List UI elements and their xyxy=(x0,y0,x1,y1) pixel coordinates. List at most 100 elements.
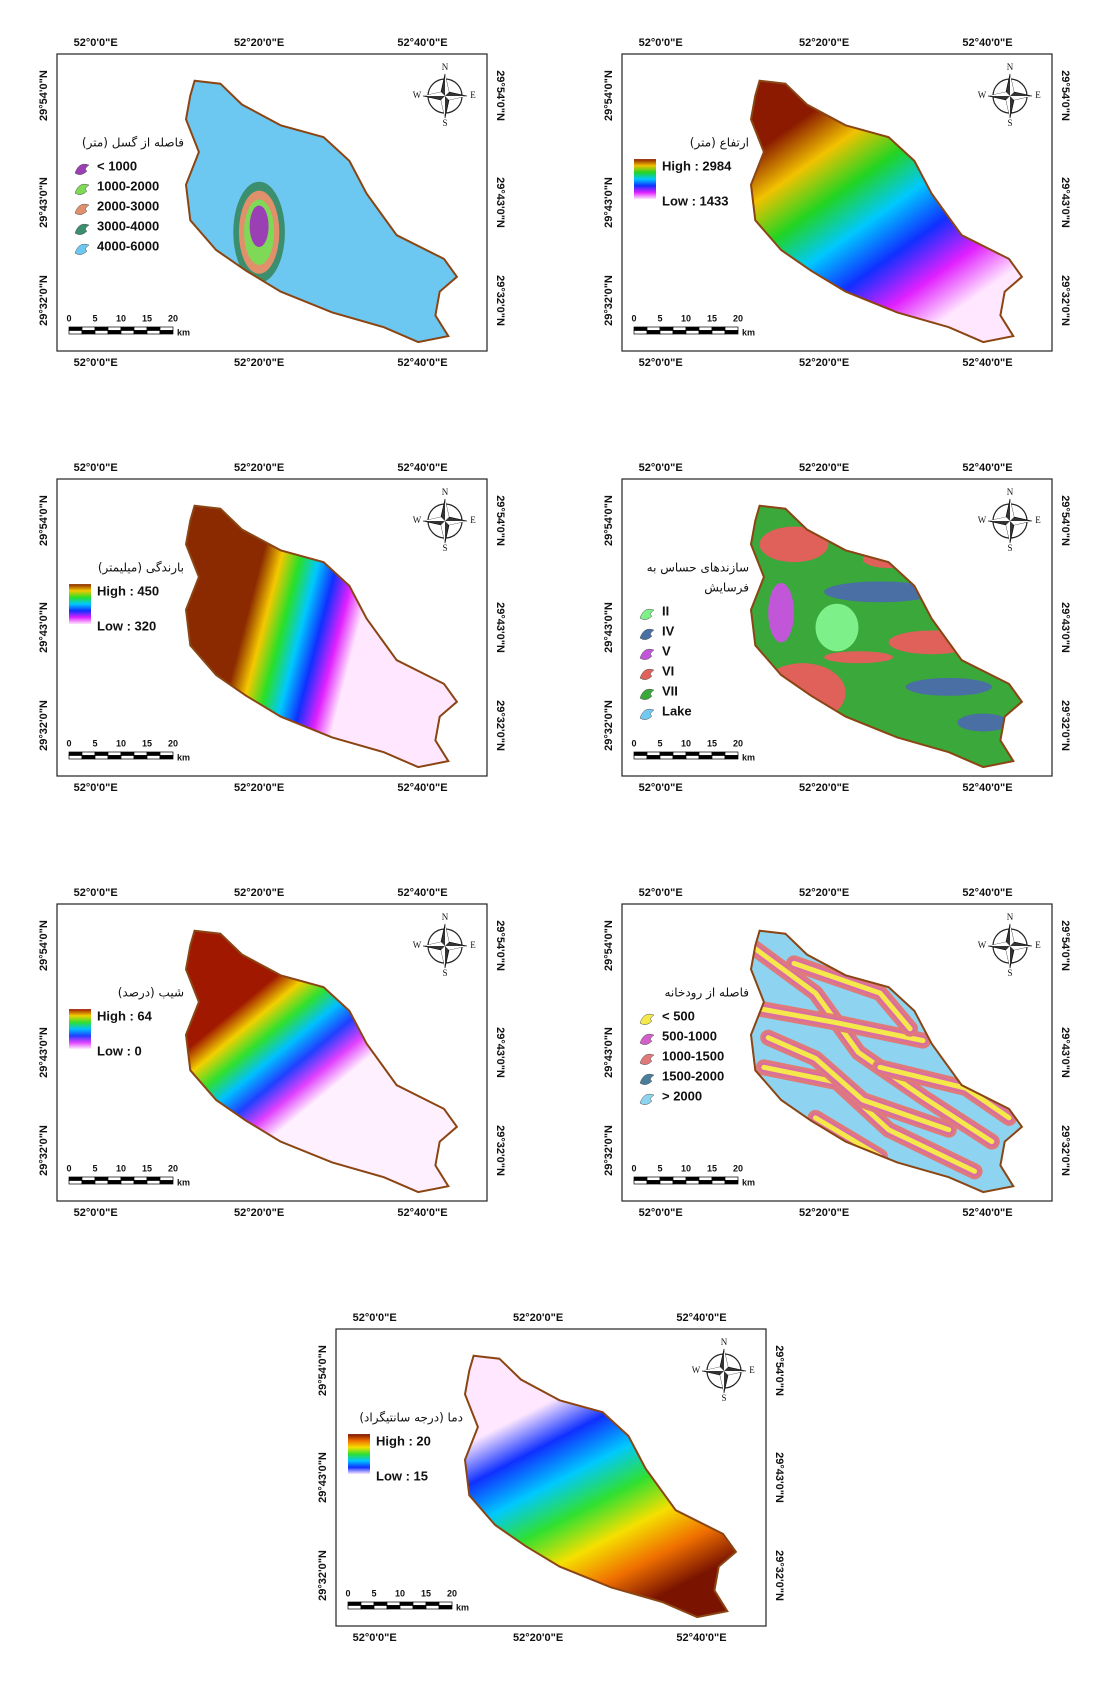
latitude-label: 29°32'0"N xyxy=(494,1125,506,1176)
latitude-label: 29°54'0"N xyxy=(494,920,506,971)
longitude-label: 52°0'0"E xyxy=(639,37,683,49)
compass-letter: W xyxy=(413,940,422,950)
longitude-label: 52°20'0"E xyxy=(234,782,284,794)
scale-segment xyxy=(647,1177,660,1181)
legend-label: Lake xyxy=(662,704,692,719)
scale-segment xyxy=(673,331,686,335)
scale-segment xyxy=(160,756,173,760)
scale-unit: km xyxy=(177,1177,190,1187)
compass-letter: N xyxy=(442,62,449,72)
scale-segment xyxy=(673,1181,686,1185)
longitude-label: 52°20'0"E xyxy=(234,37,284,49)
latitude-label: 29°32'0"N xyxy=(38,275,50,326)
legend-low: Low : 15 xyxy=(376,1469,428,1484)
latitude-label: 29°32'0"N xyxy=(773,1550,785,1601)
scale-segment xyxy=(673,327,686,331)
scale-segment xyxy=(69,331,82,335)
legend-label: VII xyxy=(662,684,678,699)
scale-label: 15 xyxy=(142,313,152,323)
latitude-label: 29°43'0"N xyxy=(38,177,50,228)
scale-segment xyxy=(686,752,699,756)
scale-segment xyxy=(82,1181,95,1185)
legend-title: فاصله از رودخانه xyxy=(664,986,749,1001)
scale-label: 0 xyxy=(631,738,636,748)
scale-segment xyxy=(69,756,82,760)
legend-label: < 1000 xyxy=(97,159,137,174)
scale-unit: km xyxy=(742,752,755,762)
legend-label: 1000-2000 xyxy=(97,179,159,194)
map-panel: 52°0'0"E52°20'0"E52°40'0"E52°0'0"E52°20'… xyxy=(38,887,506,1219)
scale-label: 20 xyxy=(447,1588,457,1598)
longitude-label: 52°20'0"E xyxy=(513,1312,563,1324)
scale-segment xyxy=(160,752,173,756)
scale-segment xyxy=(160,327,173,331)
latitude-label: 29°43'0"N xyxy=(494,602,506,653)
legend-high: High : 450 xyxy=(97,584,159,599)
scale-segment xyxy=(725,331,738,335)
scale-segment xyxy=(699,331,712,335)
scale-segment xyxy=(108,752,121,756)
scale-segment xyxy=(121,752,134,756)
scale-segment xyxy=(647,752,660,756)
scale-label: 5 xyxy=(92,1163,97,1173)
longitude-label: 52°0'0"E xyxy=(74,37,118,49)
scale-segment xyxy=(108,331,121,335)
longitude-label: 52°40'0"E xyxy=(397,1207,447,1219)
scale-segment xyxy=(699,756,712,760)
latitude-label: 29°43'0"N xyxy=(1059,177,1071,228)
scale-segment xyxy=(95,331,108,335)
longitude-label: 52°40'0"E xyxy=(676,1312,726,1324)
latitude-label: 29°54'0"N xyxy=(38,70,50,121)
latitude-label: 29°43'0"N xyxy=(38,1027,50,1078)
compass-letter: E xyxy=(749,1365,755,1375)
latitude-label: 29°43'0"N xyxy=(317,1452,329,1503)
scale-segment xyxy=(413,1606,426,1610)
scale-unit: km xyxy=(177,752,190,762)
latitude-label: 29°54'0"N xyxy=(773,1345,785,1396)
scale-label: 15 xyxy=(421,1588,431,1598)
scale-label: 5 xyxy=(657,1163,662,1173)
scale-segment xyxy=(387,1602,400,1606)
scale-label: 15 xyxy=(142,738,152,748)
longitude-label: 52°20'0"E xyxy=(799,1207,849,1219)
scale-segment xyxy=(413,1602,426,1606)
compass-letter: N xyxy=(1007,487,1014,497)
compass-letter: N xyxy=(442,487,449,497)
scale-label: 5 xyxy=(92,313,97,323)
scale-segment xyxy=(686,756,699,760)
scale-segment xyxy=(699,1177,712,1181)
legend-high: High : 2984 xyxy=(662,159,732,174)
compass-letter: W xyxy=(413,515,422,525)
map-zone xyxy=(957,714,1009,732)
scale-unit: km xyxy=(456,1602,469,1612)
longitude-label: 52°0'0"E xyxy=(74,782,118,794)
map-panel: 52°0'0"E52°20'0"E52°40'0"E52°0'0"E52°20'… xyxy=(38,462,506,794)
legend-label: VI xyxy=(662,664,674,679)
scale-label: 0 xyxy=(66,313,71,323)
compass-letter: E xyxy=(1035,90,1041,100)
legend-label: 2000-3000 xyxy=(97,199,159,214)
longitude-label: 52°0'0"E xyxy=(74,887,118,899)
latitude-label: 29°54'0"N xyxy=(1059,495,1071,546)
compass-letter: S xyxy=(1007,543,1012,553)
scale-segment xyxy=(69,327,82,331)
legend-low: Low : 0 xyxy=(97,1044,142,1059)
legend-label: 1500-2000 xyxy=(662,1069,724,1084)
legend-color-ramp xyxy=(69,584,91,624)
scale-segment xyxy=(121,331,134,335)
compass-letter: E xyxy=(1035,940,1041,950)
page: {"panels": [ {"lon_top": ["52°0'0\"E", "… xyxy=(0,0,1102,1692)
latitude-label: 29°32'0"N xyxy=(38,700,50,751)
latitude-label: 29°43'0"N xyxy=(494,1027,506,1078)
scale-label: 5 xyxy=(371,1588,376,1598)
scale-segment xyxy=(634,752,647,756)
scale-segment xyxy=(660,327,673,331)
scale-segment xyxy=(660,1181,673,1185)
longitude-label: 52°20'0"E xyxy=(513,1632,563,1644)
map-panel: 52°0'0"E52°20'0"E52°40'0"E52°0'0"E52°20'… xyxy=(317,1312,785,1644)
scale-segment xyxy=(69,1181,82,1185)
legend-label: < 500 xyxy=(662,1009,695,1024)
compass-letter: N xyxy=(442,912,449,922)
scale-label: 0 xyxy=(66,738,71,748)
latitude-label: 29°43'0"N xyxy=(494,177,506,228)
